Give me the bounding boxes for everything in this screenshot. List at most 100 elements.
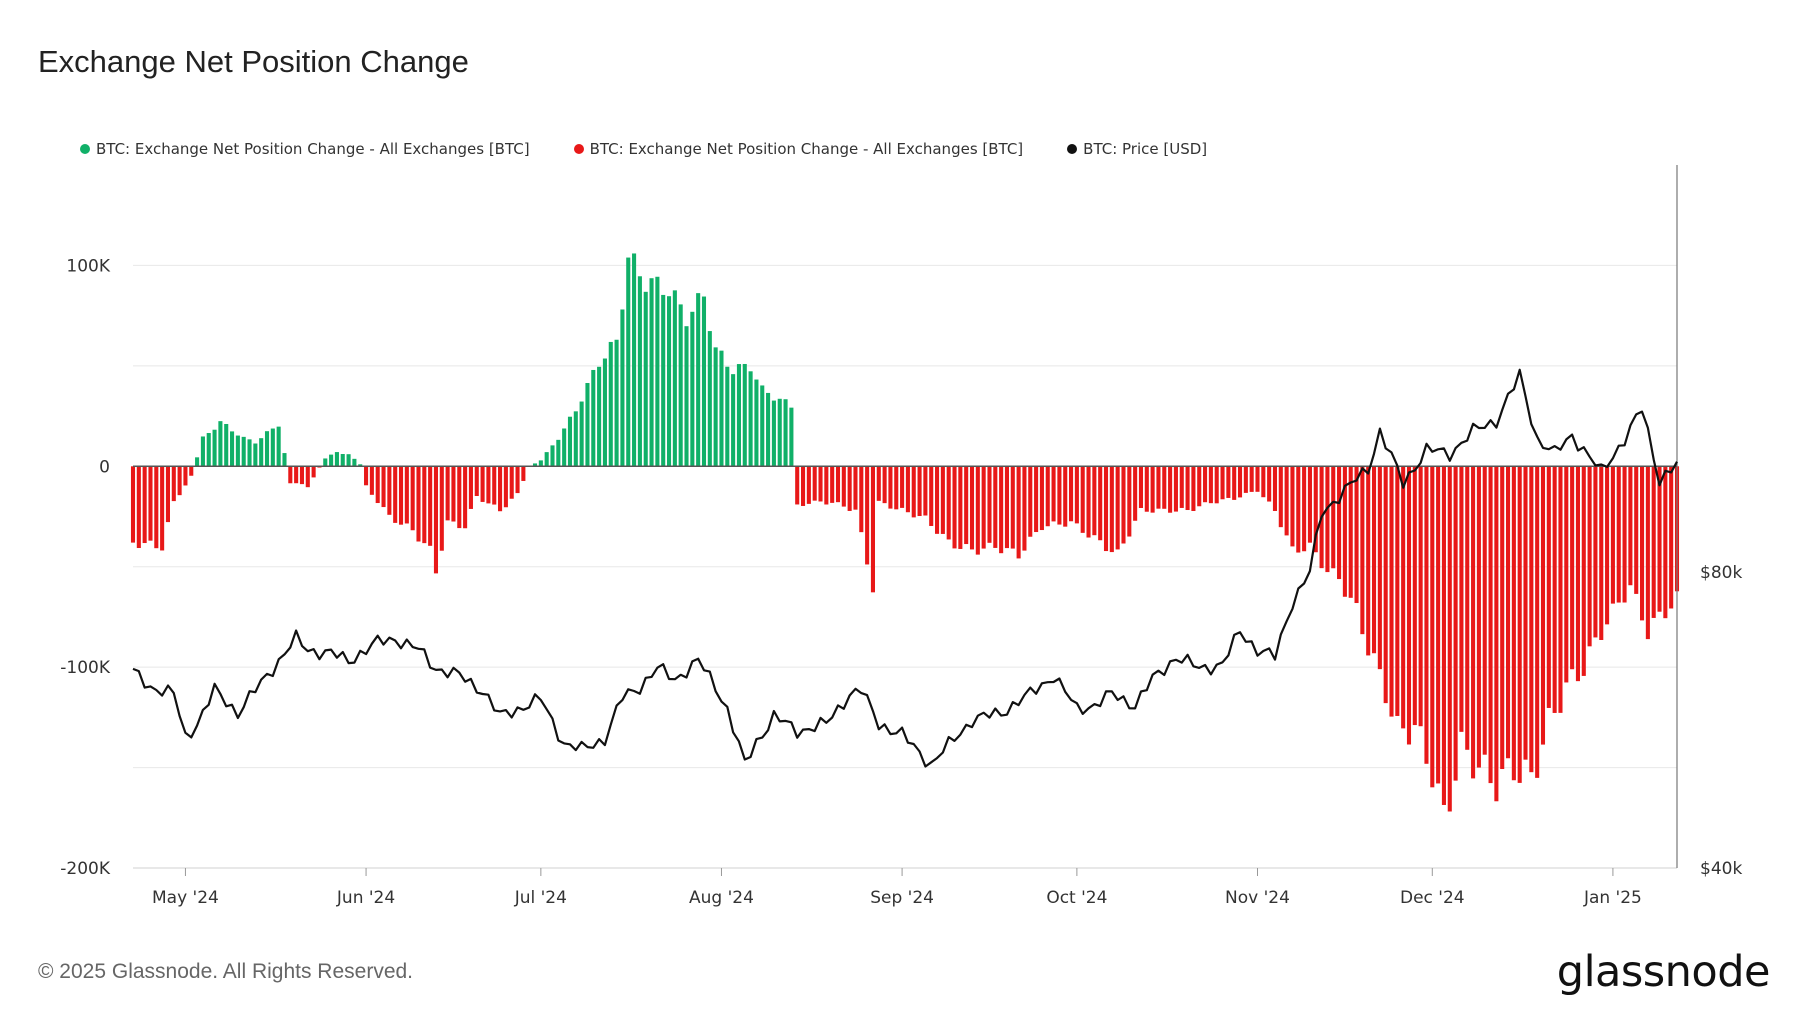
bar-negative [1651, 466, 1656, 618]
legend-dot-green [80, 144, 90, 154]
bar-negative [375, 466, 380, 504]
legend-item-inflow[interactable]: BTC: Exchange Net Position Change - All … [80, 140, 530, 158]
bar-positive [742, 363, 747, 467]
bar-positive [532, 463, 538, 467]
bar-positive [666, 296, 672, 467]
bar-positive [614, 339, 619, 467]
bar-negative [969, 466, 975, 550]
bar-negative [1523, 466, 1528, 760]
bar-positive [748, 371, 753, 467]
bar-positive [212, 429, 217, 467]
bar-negative [130, 466, 136, 543]
bar-positive [579, 401, 584, 467]
bar-negative [445, 466, 450, 521]
bar-negative [503, 466, 508, 508]
x-tick-label: Jun '24 [336, 888, 395, 908]
page-title: Exchange Net Position Change [38, 44, 469, 79]
bar-negative [1162, 466, 1167, 509]
bar-negative [515, 466, 520, 494]
bar-negative [393, 466, 398, 523]
bar-negative [1045, 466, 1050, 527]
bar-negative [509, 466, 514, 499]
bar-positive [690, 311, 695, 467]
bar-negative [999, 466, 1004, 554]
bar-negative [148, 466, 153, 541]
legend-dot-black [1067, 144, 1078, 154]
bar-negative [468, 466, 473, 509]
bar-negative [812, 466, 817, 501]
bar-negative [993, 466, 998, 548]
bar-negative [1103, 466, 1109, 552]
bar-negative [1069, 466, 1074, 522]
bar-positive [230, 431, 235, 467]
bar-negative [189, 466, 194, 476]
bar-negative [1488, 466, 1493, 784]
bar-negative [946, 466, 951, 540]
bar-negative [1284, 466, 1289, 536]
bars-layer [130, 253, 1680, 812]
bar-positive [270, 428, 275, 467]
bar-negative [1220, 466, 1225, 500]
bar-negative [1459, 466, 1464, 732]
bar-negative [498, 466, 503, 512]
bar-negative [1605, 466, 1610, 625]
bar-negative [1080, 466, 1085, 533]
bar-negative [1360, 466, 1365, 635]
bar-negative [1348, 466, 1353, 598]
bar-negative [801, 466, 806, 506]
bar-negative [486, 466, 491, 504]
bar-positive [626, 257, 631, 467]
bar-positive [352, 458, 357, 467]
bar-negative [935, 466, 940, 534]
bar-negative [894, 466, 899, 510]
bar-negative [905, 466, 910, 513]
bar-positive [637, 276, 642, 467]
bar-negative [1127, 466, 1132, 537]
bar-negative [1669, 466, 1674, 609]
bar-negative [1016, 466, 1021, 559]
bar-negative [1179, 466, 1184, 508]
bar-negative [1640, 466, 1645, 621]
bar-negative [870, 466, 875, 593]
bar-negative [818, 466, 823, 502]
bar-negative [1261, 466, 1266, 498]
bar-negative [1564, 466, 1569, 683]
bar-positive [731, 374, 736, 467]
bar-negative [917, 466, 922, 517]
bar-negative [888, 466, 893, 509]
bar-negative [1505, 466, 1511, 759]
bar-negative [1342, 466, 1347, 597]
legend-item-price[interactable]: BTC: Price [USD] [1067, 140, 1207, 158]
bar-negative [853, 466, 858, 510]
bar-negative [1540, 466, 1546, 745]
y-left-tick-label: 100K [66, 256, 110, 276]
bar-negative [882, 466, 887, 504]
bar-negative [1587, 466, 1592, 647]
bar-positive [608, 341, 613, 467]
bar-negative [1307, 466, 1312, 543]
bar-negative [381, 466, 386, 508]
bar-negative [1313, 466, 1318, 553]
bar-negative [1366, 466, 1371, 656]
bar-positive [696, 293, 701, 467]
bar-negative [1063, 466, 1068, 527]
bar-negative [1074, 466, 1079, 524]
bar-negative [923, 466, 928, 516]
bar-negative [422, 466, 427, 544]
bar-negative [451, 466, 456, 522]
bar-negative [1267, 466, 1272, 502]
y-left-tick-label: 0 [99, 457, 110, 477]
bar-positive [632, 253, 637, 467]
bar-positive [701, 296, 707, 467]
bar-negative [1249, 466, 1254, 492]
bar-negative [1051, 466, 1056, 522]
bar-positive [620, 309, 625, 467]
bar-negative [900, 466, 905, 508]
bar-negative [1418, 466, 1423, 727]
bar-negative [299, 466, 305, 485]
bar-negative [398, 466, 404, 525]
bar-negative [824, 466, 829, 505]
bar-positive [585, 383, 590, 467]
legend-item-outflow[interactable]: BTC: Exchange Net Position Change - All … [573, 140, 1023, 158]
bar-negative [830, 466, 835, 503]
